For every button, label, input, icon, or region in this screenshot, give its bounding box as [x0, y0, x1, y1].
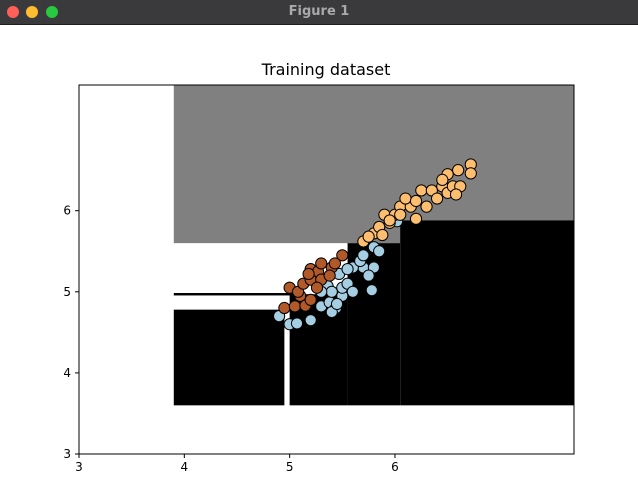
y-tick-label: 5 [63, 285, 71, 299]
data-point-class1 [288, 300, 302, 313]
decision-region-5 [173, 293, 301, 296]
data-point-class1 [328, 257, 342, 270]
x-tick-label: 3 [75, 460, 83, 474]
maximize-window-button[interactable] [46, 6, 58, 18]
x-tick-label: 5 [286, 460, 294, 474]
data-point-class0 [325, 285, 338, 298]
data-point-class2 [452, 164, 465, 177]
y-tick-label: 3 [63, 447, 71, 461]
decision-region-0 [173, 85, 574, 244]
data-point-class2 [430, 192, 444, 205]
data-point-class1 [304, 293, 317, 307]
data-point-class1 [336, 249, 349, 262]
data-point-class2 [464, 167, 477, 180]
data-point-class2 [409, 194, 423, 208]
data-point-class2 [420, 200, 433, 213]
title-bar[interactable]: Figure 1 [0, 0, 638, 25]
data-point-class2 [383, 214, 396, 227]
x-tick-label: 4 [180, 460, 188, 474]
figure-canvas: Training dataset 3 4 5 6 3 4 5 6 [0, 25, 638, 504]
decision-region-4 [173, 309, 285, 406]
data-point-class0 [357, 249, 370, 262]
data-point-class2 [362, 230, 375, 243]
data-point-class0 [373, 245, 386, 258]
decision-region-1 [400, 220, 574, 406]
data-point-class2 [409, 212, 423, 225]
minimize-window-button[interactable] [26, 6, 38, 18]
data-point-class1 [278, 301, 291, 315]
axes-frame [78, 84, 575, 455]
y-tick-label: 4 [63, 366, 71, 380]
data-point-class1 [315, 257, 328, 270]
data-point-class1 [323, 269, 336, 282]
data-point-class0 [341, 262, 354, 276]
data-point-class0 [304, 314, 317, 327]
data-point-class1 [310, 281, 324, 294]
chart-title: Training dataset [261, 60, 391, 79]
data-point-class2 [415, 184, 428, 197]
x-tick-label: 6 [391, 460, 399, 474]
data-point-class2 [449, 188, 463, 201]
y-tick-label: 6 [63, 204, 71, 218]
axis-ticks: 3 4 5 6 3 4 5 6 [63, 204, 398, 474]
data-point-class0 [346, 285, 359, 298]
data-point-class0 [290, 317, 304, 330]
data-point-class0 [362, 269, 375, 282]
window-title: Figure 1 [288, 4, 350, 19]
data-point-class2 [376, 228, 389, 242]
scatter-plot: Training dataset 3 4 5 6 3 4 5 6 [63, 60, 575, 474]
data-point-class2 [394, 208, 407, 221]
data-points [273, 158, 477, 331]
data-point-class2 [399, 192, 412, 205]
close-window-button[interactable] [7, 6, 19, 18]
data-point-class2 [436, 173, 449, 186]
data-point-class1 [302, 267, 315, 281]
data-point-class0 [330, 297, 344, 311]
data-point-class0 [365, 284, 378, 297]
